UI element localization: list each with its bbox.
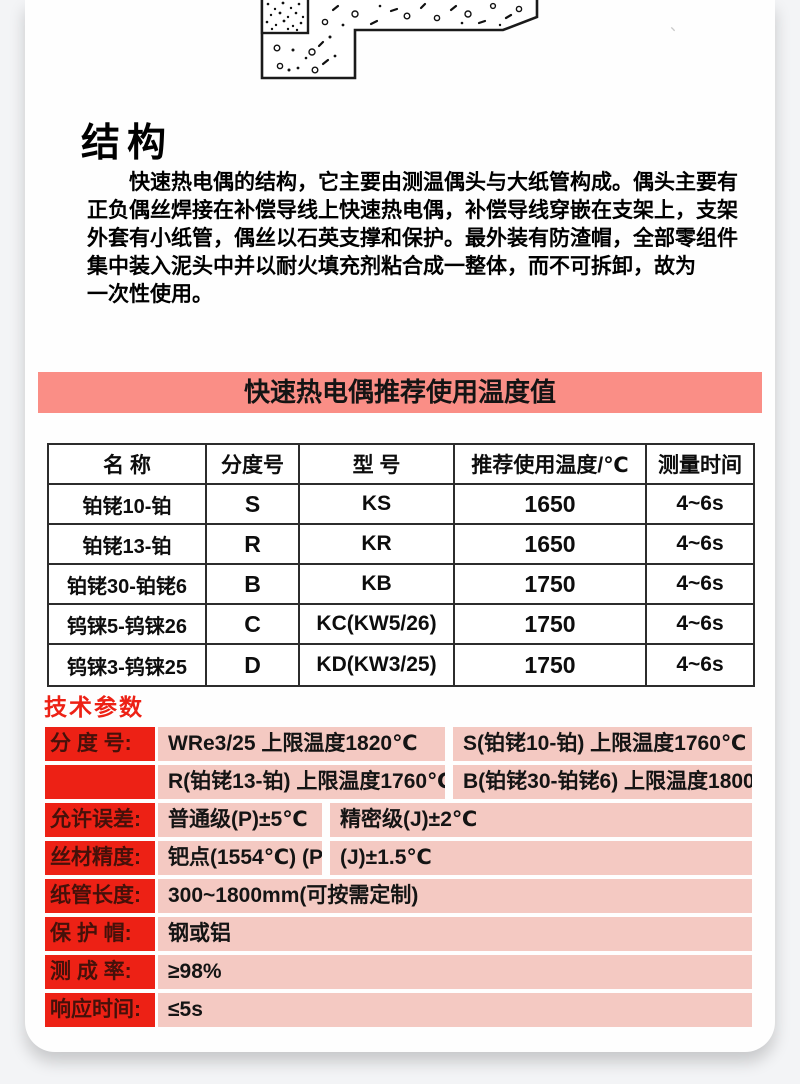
- param-label: 允许误差:: [45, 803, 155, 837]
- table-cell: 1750: [455, 605, 647, 645]
- paragraph-line: 一次性使用。: [87, 283, 213, 306]
- param-row-protective-cap: 保 护 帽: 钢或铝: [45, 917, 755, 951]
- param-row-graduation: 分 度 号: WRe3/25 上限温度1820℃ S(铂铑10-铂) 上限温度1…: [45, 727, 755, 761]
- param-row-tube-length: 纸管长度: 300~1800mm(可按需定制): [45, 879, 755, 913]
- param-label: 纸管长度:: [45, 879, 155, 913]
- table-cell: 铂铑30-铂铑6: [49, 565, 207, 605]
- content-card: 、 结构 快速热电偶的结构，它主要由测温偶头与大纸管构成。偶头主要有 正负偶丝焊…: [25, 0, 775, 1052]
- recommended-temp-table: 名 称 分度号 型 号 推荐使用温度/℃ 测量时间 铂铑10-铂 S KS 16…: [47, 443, 755, 687]
- tech-params-heading: 技术参数: [44, 694, 144, 720]
- param-value: S(铂铑10-铂) 上限温度1760℃: [453, 727, 752, 761]
- table-cell: 1650: [455, 485, 647, 525]
- param-value: 300~1800mm(可按需定制): [158, 879, 752, 913]
- param-row-tolerance: 允许误差: 普通级(P)±5℃ 精密级(J)±2℃: [45, 803, 755, 837]
- paragraph-line: 快速热电偶的结构，它主要由测温偶头与大纸管构成。偶头主要有: [129, 171, 738, 194]
- col-header-temp: 推荐使用温度/℃: [455, 445, 647, 485]
- param-row-response-time: 响应时间: ≤5s: [45, 993, 755, 1027]
- table-cell: D: [207, 645, 300, 685]
- structure-paragraph: 快速热电偶的结构，它主要由测温偶头与大纸管构成。偶头主要有 正负偶丝焊接在补偿导…: [87, 169, 745, 309]
- param-value: 普通级(P)±5℃: [158, 803, 322, 837]
- param-label: 测 成 率:: [45, 955, 155, 989]
- param-label: [45, 765, 155, 799]
- table-cell: B: [207, 565, 300, 605]
- tech-params-table: 分 度 号: WRe3/25 上限温度1820℃ S(铂铑10-铂) 上限温度1…: [45, 727, 755, 1031]
- table-cell: S: [207, 485, 300, 525]
- table-cell: 4~6s: [676, 653, 724, 676]
- col-header-grad: 分度号: [207, 445, 300, 485]
- paragraph-line: 正负偶丝焊接在补偿导线上快速热电偶，补偿导线穿嵌在支架上，支架: [87, 199, 738, 222]
- table-cell: 1750: [455, 565, 647, 605]
- table-cell: 铂铑13-铂: [49, 525, 207, 565]
- stray-mark: 、: [670, 17, 686, 34]
- structure-diagram: [260, 0, 539, 80]
- param-value: R(铂铑13-铂) 上限温度1760℃: [158, 765, 445, 799]
- table-cell: KD(KW3/25): [300, 645, 455, 685]
- table-cell: KR: [300, 525, 455, 565]
- table-cell: 1650: [455, 525, 647, 565]
- param-label: 分 度 号:: [45, 727, 155, 761]
- col-header-model: 型 号: [300, 445, 455, 485]
- paragraph-line: 集中装入泥头中并以耐火填充剂粘合成一整体，而不可拆卸，故为: [87, 255, 696, 278]
- table-cell: R: [207, 525, 300, 565]
- table-cell: KC(KW5/26): [300, 605, 455, 645]
- table-cell: 钨铼3-钨铼25: [49, 645, 207, 685]
- recommended-temp-banner: 快速热电偶推荐使用温度值: [38, 372, 762, 413]
- param-row-graduation-2: R(铂铑13-铂) 上限温度1760℃ B(铂铑30-铂铑6) 上限温度1800…: [45, 765, 755, 799]
- param-label: 响应时间:: [45, 993, 155, 1027]
- section-heading: 结构: [81, 122, 174, 165]
- table-cell: KB: [300, 565, 455, 605]
- table-cell: KS: [300, 485, 455, 525]
- param-row-wire-accuracy: 丝材精度: 钯点(1554℃) (P)±3℃ (J)±1.5℃: [45, 841, 755, 875]
- paragraph-line: 外套有小纸管，偶丝以石英支撑和保护。最外装有防渣帽，全部零组件: [87, 227, 738, 250]
- param-value: ≥98%: [158, 955, 752, 989]
- col-header-time: 测量时间: [647, 445, 753, 485]
- param-value: (J)±1.5℃: [330, 841, 752, 875]
- param-value: WRe3/25 上限温度1820℃: [158, 727, 445, 761]
- param-value: 精密级(J)±2℃: [330, 803, 752, 837]
- table-cell: 4~6s: [647, 485, 753, 525]
- col-header-name: 名 称: [49, 445, 207, 485]
- param-label: 保 护 帽:: [45, 917, 155, 951]
- param-label: 丝材精度:: [45, 841, 155, 875]
- table-cell: 钨铼5-钨铼26: [49, 605, 207, 645]
- param-value: 钢或铝: [158, 917, 752, 951]
- param-row-success-rate: 测 成 率: ≥98%: [45, 955, 755, 989]
- param-value: 钯点(1554℃) (P)±3℃: [158, 841, 322, 875]
- table-cell: 铂铑10-铂: [49, 485, 207, 525]
- table-cell: 4~6s: [647, 605, 753, 645]
- table-cell: 4~6s: [647, 565, 753, 605]
- table-cell: C: [207, 605, 300, 645]
- table-cell: 4~6s: [647, 525, 753, 565]
- table-cell: 1750: [455, 645, 647, 685]
- param-value: B(铂铑30-铂铑6) 上限温度1800℃: [453, 765, 752, 799]
- param-value: ≤5s: [158, 993, 752, 1027]
